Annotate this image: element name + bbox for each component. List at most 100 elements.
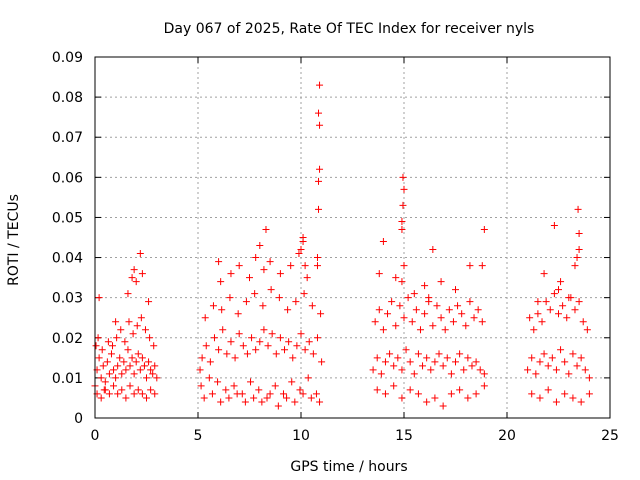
data-point [112,318,120,326]
data-point [101,378,109,386]
data-point [542,298,550,306]
data-point [251,290,259,298]
data-point [534,310,542,318]
data-point [147,386,155,394]
data-point [577,398,585,406]
data-point [552,366,560,374]
data-point [289,354,297,362]
data-point [151,390,159,398]
data-point [307,394,315,402]
data-point [577,354,585,362]
data-point [143,394,150,402]
data-point [550,290,558,298]
data-point [235,262,243,270]
data-point [534,298,542,306]
data-point [134,350,142,358]
data-point [316,81,324,89]
data-point [260,326,268,334]
data-point [377,370,385,378]
data-point [406,386,414,394]
data-point [136,250,144,258]
data-point [138,270,146,278]
data-point [412,306,420,314]
data-point [581,366,589,374]
data-point [313,262,321,270]
data-point [452,358,459,366]
data-point [271,382,279,390]
data-point [317,310,325,318]
data-point [285,338,293,346]
data-point [408,318,416,326]
data-point [312,390,320,398]
data-point [292,298,300,306]
data-point [454,302,462,310]
data-point [210,334,218,342]
data-point [132,278,140,286]
x-axis-label: GPS time / hours [290,459,407,475]
data-point [225,394,233,402]
y-axis-label: ROTI / TECUs [6,194,22,286]
data-point [313,334,321,342]
data-point [94,334,102,342]
data-point [561,390,569,398]
data-point [373,386,381,394]
data-point [136,366,144,374]
x-tick-label: 0 [91,428,100,444]
data-point [215,346,223,354]
y-tick-label: 0.09 [52,50,83,66]
data-point [402,346,410,354]
data-point [379,326,387,334]
data-point [250,394,258,402]
data-point [398,394,406,402]
data-point [530,326,538,334]
data-point [153,374,161,382]
data-point [466,298,474,306]
data-point [316,121,324,129]
data-point [242,298,250,306]
data-point [456,386,464,394]
data-point [95,294,103,302]
data-point [201,314,209,322]
data-point [248,334,256,342]
data-point [105,370,113,378]
data-point [276,270,284,278]
data-point [423,398,431,406]
data-point [433,302,441,310]
data-point [561,358,569,366]
data-point [421,310,429,318]
data-point [472,390,480,398]
data-point [268,330,276,338]
data-point [550,221,558,229]
data-point [474,306,482,314]
data-point [284,306,292,314]
data-point [126,382,134,390]
data-point [122,394,130,402]
data-point [196,366,204,374]
data-point [559,302,567,310]
data-point [425,294,433,302]
data-point [247,378,255,386]
data-point [246,274,253,282]
data-point [427,366,435,374]
data-point [575,246,583,254]
data-point [283,394,291,402]
data-point [301,262,309,270]
data-point [429,322,437,330]
data-point [571,306,579,314]
data-point [239,342,247,350]
y-tick-label: 0.03 [52,291,83,307]
data-point [544,386,552,394]
x-tick-label: 15 [395,428,413,444]
data-point [557,346,565,354]
data-point [381,358,389,366]
data-point [287,262,295,270]
data-point [95,354,103,362]
data-point [126,362,134,370]
data-point [235,330,243,338]
data-point [399,173,407,181]
data-point [563,314,571,322]
data-point [410,290,418,298]
data-point [439,402,447,410]
data-point [565,294,573,302]
data-point [200,394,208,402]
